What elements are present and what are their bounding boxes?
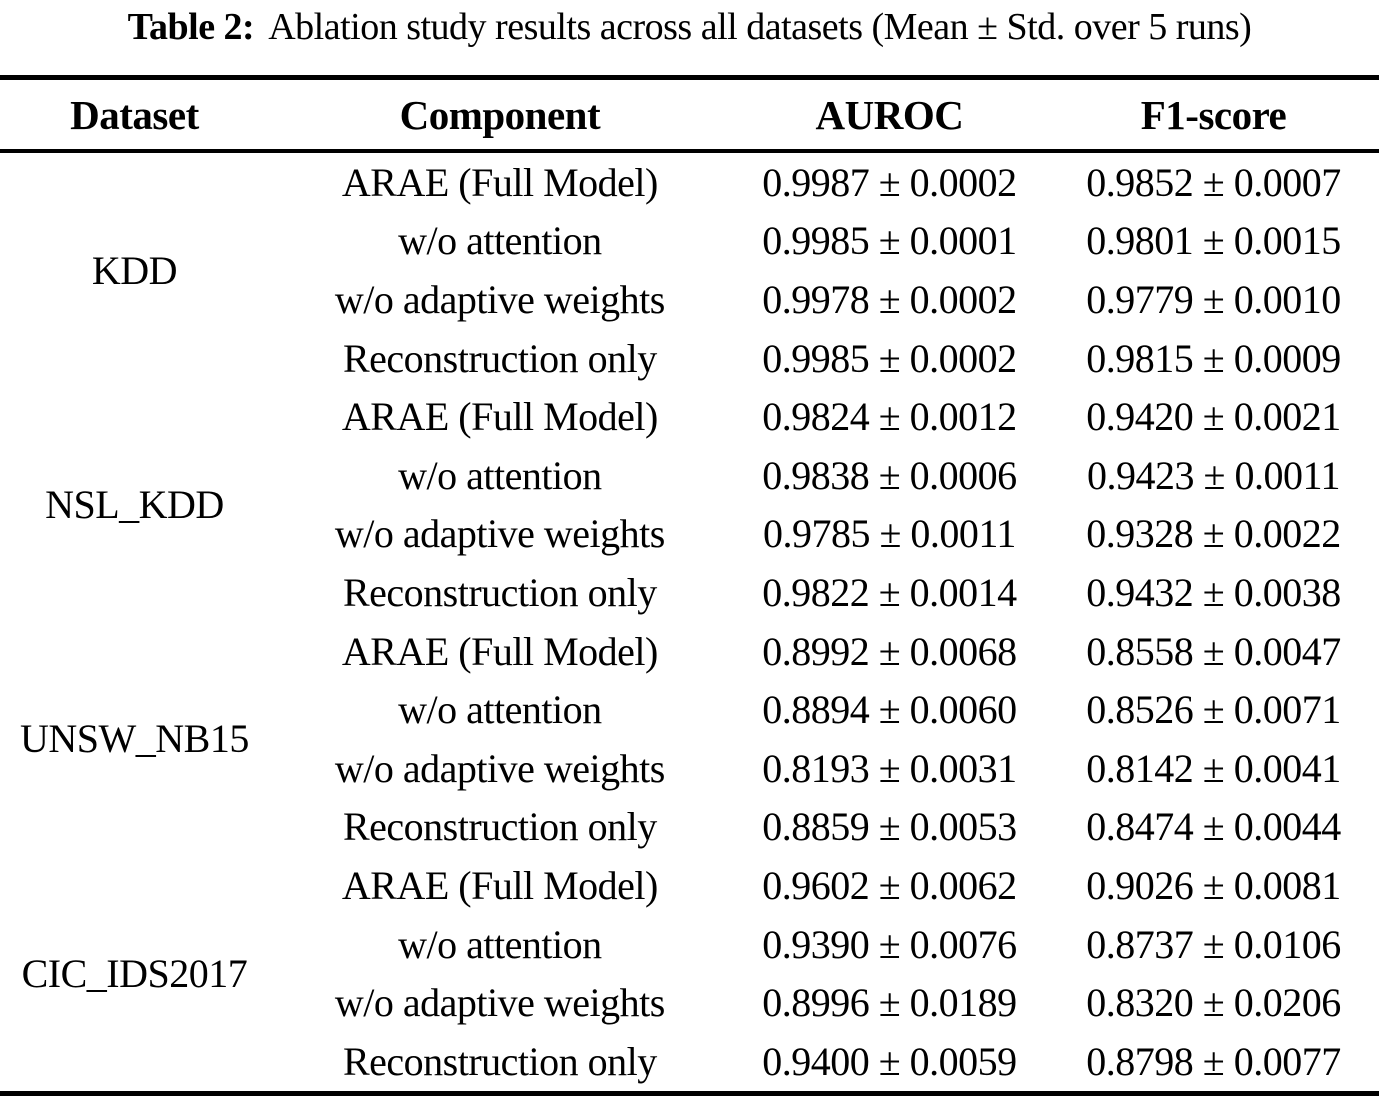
table-row: KDD ARAE (Full Model) 0.9987 ± 0.0002 0.985… bbox=[0, 151, 1379, 293]
auroc-cell: 0.9400 ± 0.0059 bbox=[762, 1038, 1017, 1084]
f1-score-cell: 0.9432 ± 0.0038 bbox=[1086, 569, 1341, 615]
dataset-cell: NSL_KDD bbox=[45, 482, 224, 528]
f1-score-cell: 0.8320 ± 0.0206 bbox=[1086, 980, 1341, 1026]
auroc-cell: 0.8992 ± 0.0068 bbox=[762, 628, 1017, 674]
auroc-cell: 0.8894 ± 0.0060 bbox=[762, 687, 1017, 733]
component-cell: ARAE (Full Model) bbox=[341, 159, 658, 205]
f1-score-cell: 0.9328 ± 0.0022 bbox=[1086, 511, 1341, 557]
table-row: w/o attention 0.8894 ± 0.0060 0.8526 ± 0.0… bbox=[0, 680, 1379, 739]
f1-score-cell: 0.8737 ± 0.0106 bbox=[1086, 921, 1341, 967]
component-cell: w/o attention bbox=[398, 687, 602, 733]
dataset-cell: KDD bbox=[91, 247, 178, 293]
table-caption-text: Ablation study results across all datase… bbox=[268, 6, 1252, 48]
table-row: w/o adaptive weights 0.9978 ± 0.0002 0.977… bbox=[0, 270, 1379, 329]
component-cell: w/o attention bbox=[398, 921, 602, 967]
component-cell: Reconstruction only bbox=[342, 335, 657, 381]
ablation-results-table: Dataset Component AUROC F1-score KDD ARAE… bbox=[0, 75, 1379, 1096]
component-cell: Reconstruction only bbox=[342, 569, 657, 615]
f1-score-cell: 0.8558 ± 0.0047 bbox=[1086, 628, 1341, 674]
auroc-cell: 0.9985 ± 0.0002 bbox=[762, 335, 1017, 381]
auroc-cell: 0.9985 ± 0.0001 bbox=[762, 218, 1017, 264]
col-header-component: Component bbox=[268, 77, 731, 153]
col-header-f1-score: F1-score bbox=[1048, 77, 1379, 153]
col-header-dataset: Dataset bbox=[0, 77, 269, 153]
table-caption: Table 2: Ablation study results across al… bbox=[0, 0, 1379, 75]
component-cell: ARAE (Full Model) bbox=[341, 628, 658, 674]
component-cell: ARAE (Full Model) bbox=[341, 862, 658, 908]
col-header-auroc: AUROC bbox=[730, 77, 1049, 153]
dataset-cell: UNSW_NB15 bbox=[20, 716, 249, 762]
table-row: w/o adaptive weights 0.8193 ± 0.0031 0.814… bbox=[0, 739, 1379, 798]
table-row: w/o attention 0.9985 ± 0.0001 0.9801 ± 0.0… bbox=[0, 212, 1379, 271]
table-row: CIC_IDS2017 ARAE (Full Model) 0.9602 ± 0.0… bbox=[0, 856, 1379, 996]
component-cell: w/o attention bbox=[398, 218, 602, 264]
f1-score-cell: 0.9779 ± 0.0010 bbox=[1086, 276, 1341, 322]
table-header-row: Dataset Component AUROC F1-score bbox=[0, 77, 1379, 153]
f1-score-cell: 0.9852 ± 0.0007 bbox=[1086, 159, 1341, 205]
auroc-cell: 0.9390 ± 0.0076 bbox=[762, 921, 1017, 967]
component-cell: w/o adaptive weights bbox=[334, 276, 665, 322]
auroc-cell: 0.9822 ± 0.0014 bbox=[762, 569, 1017, 615]
component-cell: Reconstruction only bbox=[342, 804, 657, 850]
component-cell: w/o attention bbox=[398, 452, 602, 498]
table-row: Reconstruction only 0.8859 ± 0.0053 0.8474… bbox=[0, 798, 1379, 857]
auroc-cell: 0.9824 ± 0.0012 bbox=[762, 394, 1017, 440]
table-row: UNSW_NB15 ARAE (Full Model) 0.8992 ± 0.006… bbox=[0, 622, 1379, 762]
f1-score-cell: 0.8474 ± 0.0044 bbox=[1086, 804, 1341, 850]
component-cell: ARAE (Full Model) bbox=[341, 394, 658, 440]
table-row: w/o adaptive weights 0.9785 ± 0.0011 0.932… bbox=[0, 505, 1379, 564]
table-caption-label: Table 2: bbox=[127, 6, 255, 48]
table-row: w/o attention 0.9390 ± 0.0076 0.8737 ± 0.0… bbox=[0, 915, 1379, 974]
f1-score-cell: 0.9815 ± 0.0009 bbox=[1086, 335, 1341, 381]
auroc-cell: 0.8996 ± 0.0189 bbox=[762, 980, 1017, 1026]
f1-score-cell: 0.9801 ± 0.0015 bbox=[1086, 218, 1341, 264]
auroc-cell: 0.9838 ± 0.0006 bbox=[762, 452, 1017, 498]
f1-score-cell: 0.8142 ± 0.0041 bbox=[1086, 745, 1341, 791]
auroc-cell: 0.9602 ± 0.0062 bbox=[762, 862, 1017, 908]
auroc-cell: 0.8193 ± 0.0031 bbox=[762, 745, 1017, 791]
component-cell: w/o adaptive weights bbox=[334, 511, 665, 557]
auroc-cell: 0.9785 ± 0.0011 bbox=[762, 511, 1016, 557]
auroc-cell: 0.9987 ± 0.0002 bbox=[762, 159, 1017, 205]
table-row: w/o attention 0.9838 ± 0.0006 0.9423 ± 0.0… bbox=[0, 446, 1379, 505]
table-row: Reconstruction only 0.9985 ± 0.0002 0.9815… bbox=[0, 329, 1379, 388]
component-cell: Reconstruction only bbox=[342, 1038, 657, 1084]
table-row: w/o adaptive weights 0.8996 ± 0.0189 0.832… bbox=[0, 973, 1379, 1032]
f1-score-cell: 0.9423 ± 0.0011 bbox=[1087, 452, 1340, 498]
f1-score-cell: 0.9026 ± 0.0081 bbox=[1086, 862, 1341, 908]
f1-score-cell: 0.8526 ± 0.0071 bbox=[1086, 687, 1341, 733]
table-body: KDD ARAE (Full Model) 0.9987 ± 0.0002 0.985… bbox=[0, 151, 1379, 1093]
f1-score-cell: 0.8798 ± 0.0077 bbox=[1086, 1038, 1341, 1084]
dataset-cell: CIC_IDS2017 bbox=[21, 950, 248, 996]
f1-score-cell: 0.9420 ± 0.0021 bbox=[1086, 394, 1341, 440]
table-row: NSL_KDD ARAE (Full Model) 0.9824 ± 0.0012 0… bbox=[0, 387, 1379, 527]
table-row: Reconstruction only 0.9822 ± 0.0014 0.9432… bbox=[0, 563, 1379, 622]
auroc-cell: 0.8859 ± 0.0053 bbox=[762, 804, 1017, 850]
auroc-cell: 0.9978 ± 0.0002 bbox=[762, 276, 1017, 322]
table-row: Reconstruction only 0.9400 ± 0.0059 0.8798… bbox=[0, 1032, 1379, 1093]
component-cell: w/o adaptive weights bbox=[334, 980, 665, 1026]
component-cell: w/o adaptive weights bbox=[334, 745, 665, 791]
